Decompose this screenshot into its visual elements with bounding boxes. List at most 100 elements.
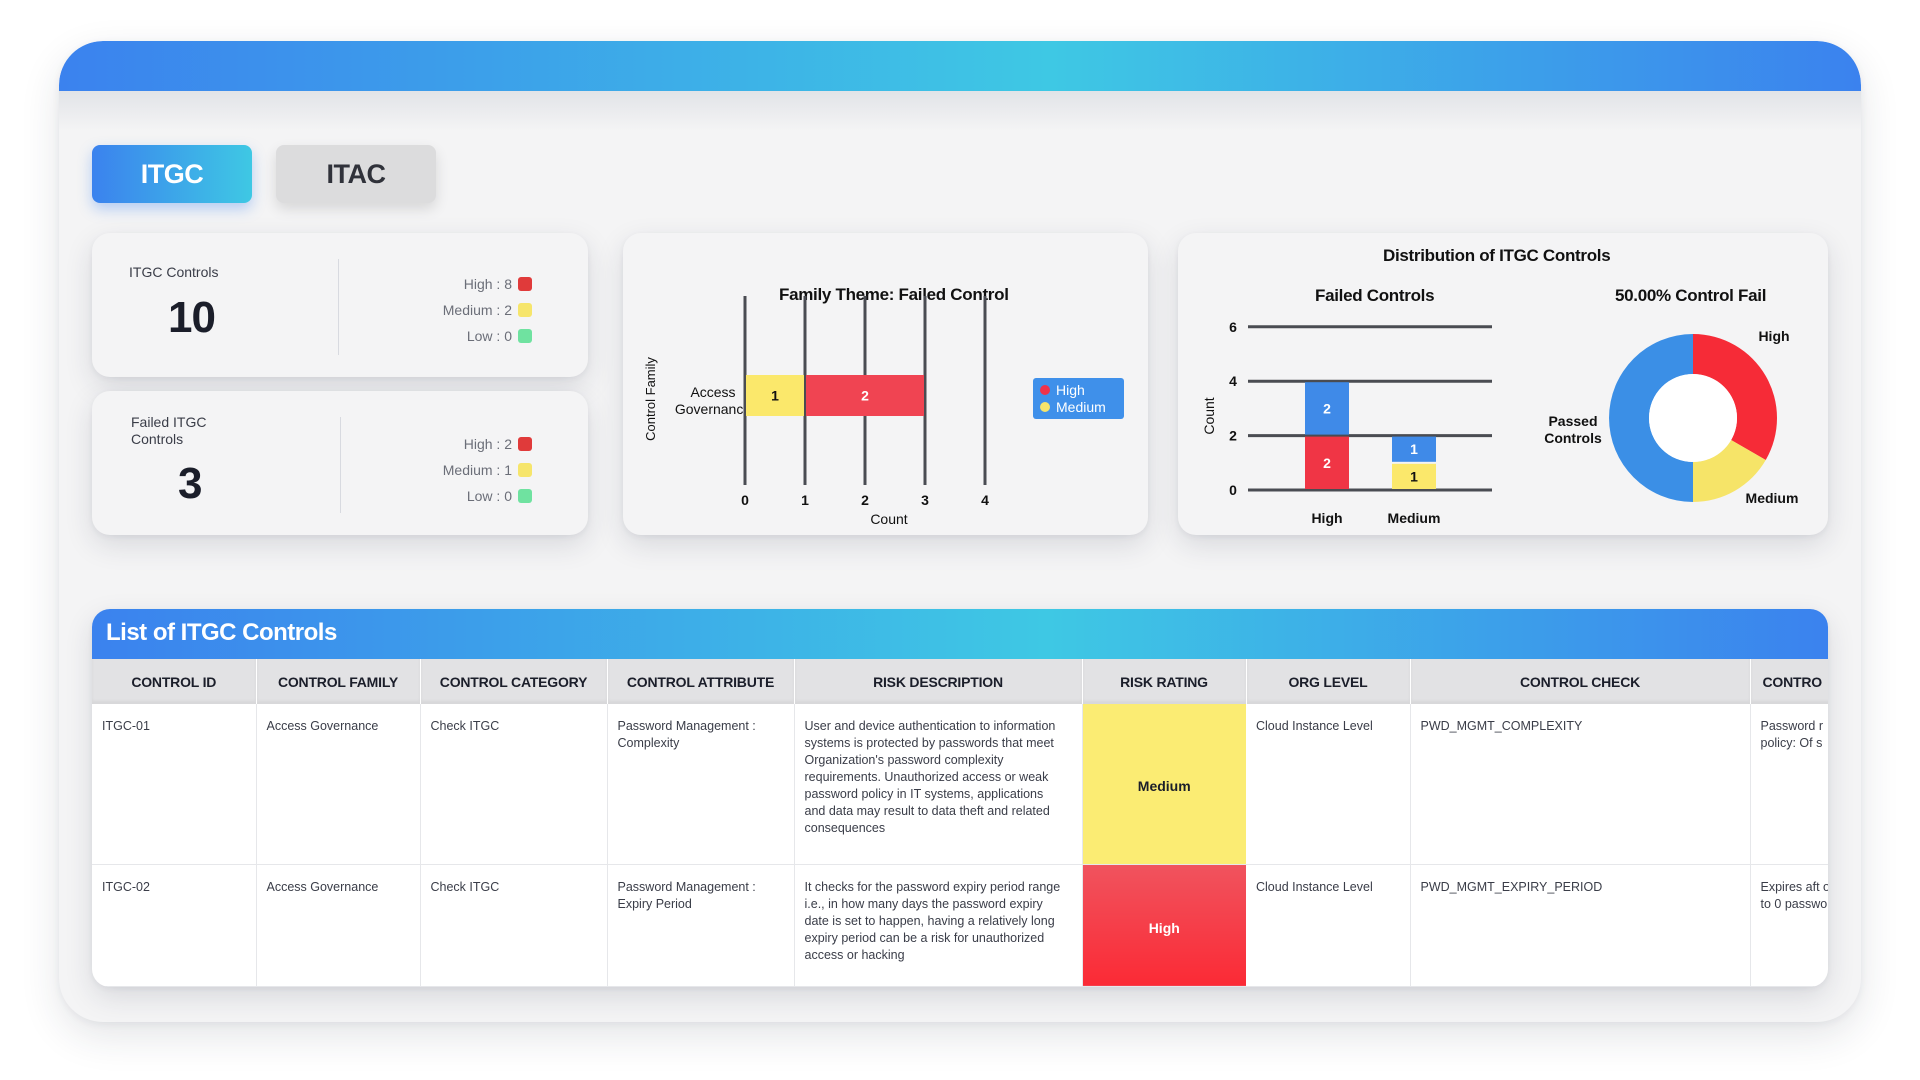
donut-slice-passed-controls[interactable] [1609,334,1693,502]
cell-org-level: Cloud Instance Level [1246,704,1411,865]
cell-truncated: Password r policy: Of s [1750,704,1828,865]
legend-swatch-medium [1040,402,1050,412]
distribution-card: Distribution of ITGC Controls Failed Con… [1178,233,1828,535]
stat-divider [338,259,339,355]
column-header-control-category[interactable]: CONTROL CATEGORY [420,659,608,704]
chart-grid: 0 2 4 6 [1229,319,1492,498]
stat-row-label: Medium : 1 [442,462,512,478]
stat-value: 3 [178,459,203,508]
cell-org-level: Cloud Instance Level [1246,864,1411,987]
y-tick-label: 0 [1229,482,1237,498]
column-header-org-level[interactable]: ORG LEVEL [1246,659,1411,704]
failed-itgc-controls-card: Failed ITGC Controls 3 High : 2 Medium :… [92,391,588,535]
cell-risk-rating: Medium [1082,704,1246,865]
stat-row-high: High : 2 [464,436,532,452]
x-tick-label: 2 [861,492,869,508]
y-axis-label: Count [1201,397,1217,434]
bar-value-label: 1 [1410,468,1418,484]
cell-truncated: Expires aft option to 0 password r [1750,864,1828,987]
control-fail-donut: High Medium Passed Controls [1544,328,1799,506]
column-header-control-family[interactable]: CONTROL FAMILY [256,659,421,704]
bar-high[interactable] [806,375,924,416]
slice-label-medium: Medium [1746,490,1799,506]
itgc-controls-card: ITGC Controls 10 High : 8 Medium : 2 Low… [92,233,588,377]
bar-value-label: 2 [1323,400,1331,416]
legend-box [1033,378,1124,419]
table-row[interactable]: ITGC-02 Access Governance Check ITGC Pas… [92,864,1828,987]
category-label-line1: Access [690,384,735,400]
controls-table: CONTROL ID CONTROL FAMILY CONTROL CATEGO… [92,659,1828,987]
slice-label-passed-line1: Passed [1548,413,1597,429]
legend-swatch-high [1040,385,1050,395]
bar-value-label: 1 [771,388,779,404]
x-tick-label: 3 [921,492,929,508]
column-header-control-id[interactable]: CONTROL ID [92,659,257,704]
stat-row-label: Low : 0 [466,488,512,504]
distribution-title: Distribution of ITGC Controls [1383,246,1611,265]
column-header-control-check[interactable]: CONTROL CHECK [1410,659,1751,704]
donut-slices [1609,334,1777,502]
tab-itac[interactable]: ITAC [276,145,436,203]
column-header-truncated[interactable]: CONTRO [1750,659,1828,704]
column-header-control-attribute[interactable]: CONTROL ATTRIBUTE [607,659,795,704]
bar-value-label: 1 [1410,441,1418,457]
stat-title: ITGC Controls [129,264,219,280]
cell-control-attribute: Password Management : Expiry Period [607,864,795,987]
failed-controls-chart: Count 0 2 4 6 2 2 1 1 High Medium [1201,319,1492,526]
chart-bars: 2 2 1 1 [1305,382,1436,489]
cell-control-family: Access Governance [256,704,421,865]
legend-label-medium: Medium [1056,399,1106,415]
cell-control-check: PWD_MGMT_EXPIRY_PERIOD [1410,864,1751,987]
x-tick-label: 0 [741,492,749,508]
bar-medium-segment[interactable] [1392,436,1436,462]
chart-legend[interactable]: High Medium [1033,378,1124,419]
bar-high-segment[interactable] [1305,382,1349,435]
table-row[interactable]: ITGC-01 Access Governance Check ITGC Pas… [92,704,1828,865]
bar-value-label: 2 [1323,455,1331,471]
column-header-risk-rating[interactable]: RISK RATING [1082,659,1247,704]
cell-control-id: ITGC-01 [92,704,257,865]
stat-row-low: Low : 0 [467,328,532,344]
family-theme-chart-card: Family Theme: Failed Control Control Fam… [623,233,1148,535]
cell-control-attribute: Password Management : Complexity [607,704,795,865]
stat-row-label: Low : 0 [466,328,512,344]
cell-risk-rating: High [1082,864,1246,987]
stat-row-medium: Medium : 2 [443,302,532,318]
bar-high-segment[interactable] [1305,436,1349,489]
donut-slice-medium[interactable] [1693,440,1766,502]
bar-value-label: 2 [861,388,869,404]
top-banner [59,41,1861,91]
low-dot-icon [518,489,532,503]
x-category-label: Medium [1388,510,1441,526]
bar-medium[interactable] [746,375,804,416]
donut-hole [1649,374,1737,462]
x-axis-label: Count [870,511,907,527]
stat-row-label: High : 8 [463,276,512,292]
stat-divider [340,417,341,513]
stat-row-low: Low : 0 [467,488,532,504]
cell-risk-description: User and device authentication to inform… [794,704,1083,865]
chart-title: Family Theme: Failed Control [779,285,1009,304]
cell-control-check: PWD_MGMT_COMPLEXITY [1410,704,1751,865]
cell-control-family: Access Governance [256,864,421,987]
bar-medium-segment[interactable] [1392,463,1436,489]
y-tick-label: 4 [1229,373,1237,389]
stat-row-label: Medium : 2 [442,302,512,318]
stat-row-high: High : 8 [464,276,532,292]
controls-list-panel: List of ITGC Controls CONTROL ID CONTROL… [92,609,1828,987]
column-header-risk-description[interactable]: RISK DESCRIPTION [794,659,1083,704]
cell-control-category: Check ITGC [420,704,608,865]
medium-dot-icon [518,303,532,317]
y-axis-label: Control Family [643,357,658,441]
tab-itgc[interactable]: ITGC [92,145,252,203]
slice-label-high: High [1758,328,1789,344]
category-label: Access Governance [675,384,751,417]
stat-value: 10 [168,293,216,342]
donut-slice-high[interactable] [1693,334,1777,460]
y-tick-label: 6 [1229,319,1237,335]
medium-dot-icon [518,463,532,477]
list-title: List of ITGC Controls [92,609,1828,659]
x-axis-ticks: 0 1 2 3 4 [741,492,989,508]
